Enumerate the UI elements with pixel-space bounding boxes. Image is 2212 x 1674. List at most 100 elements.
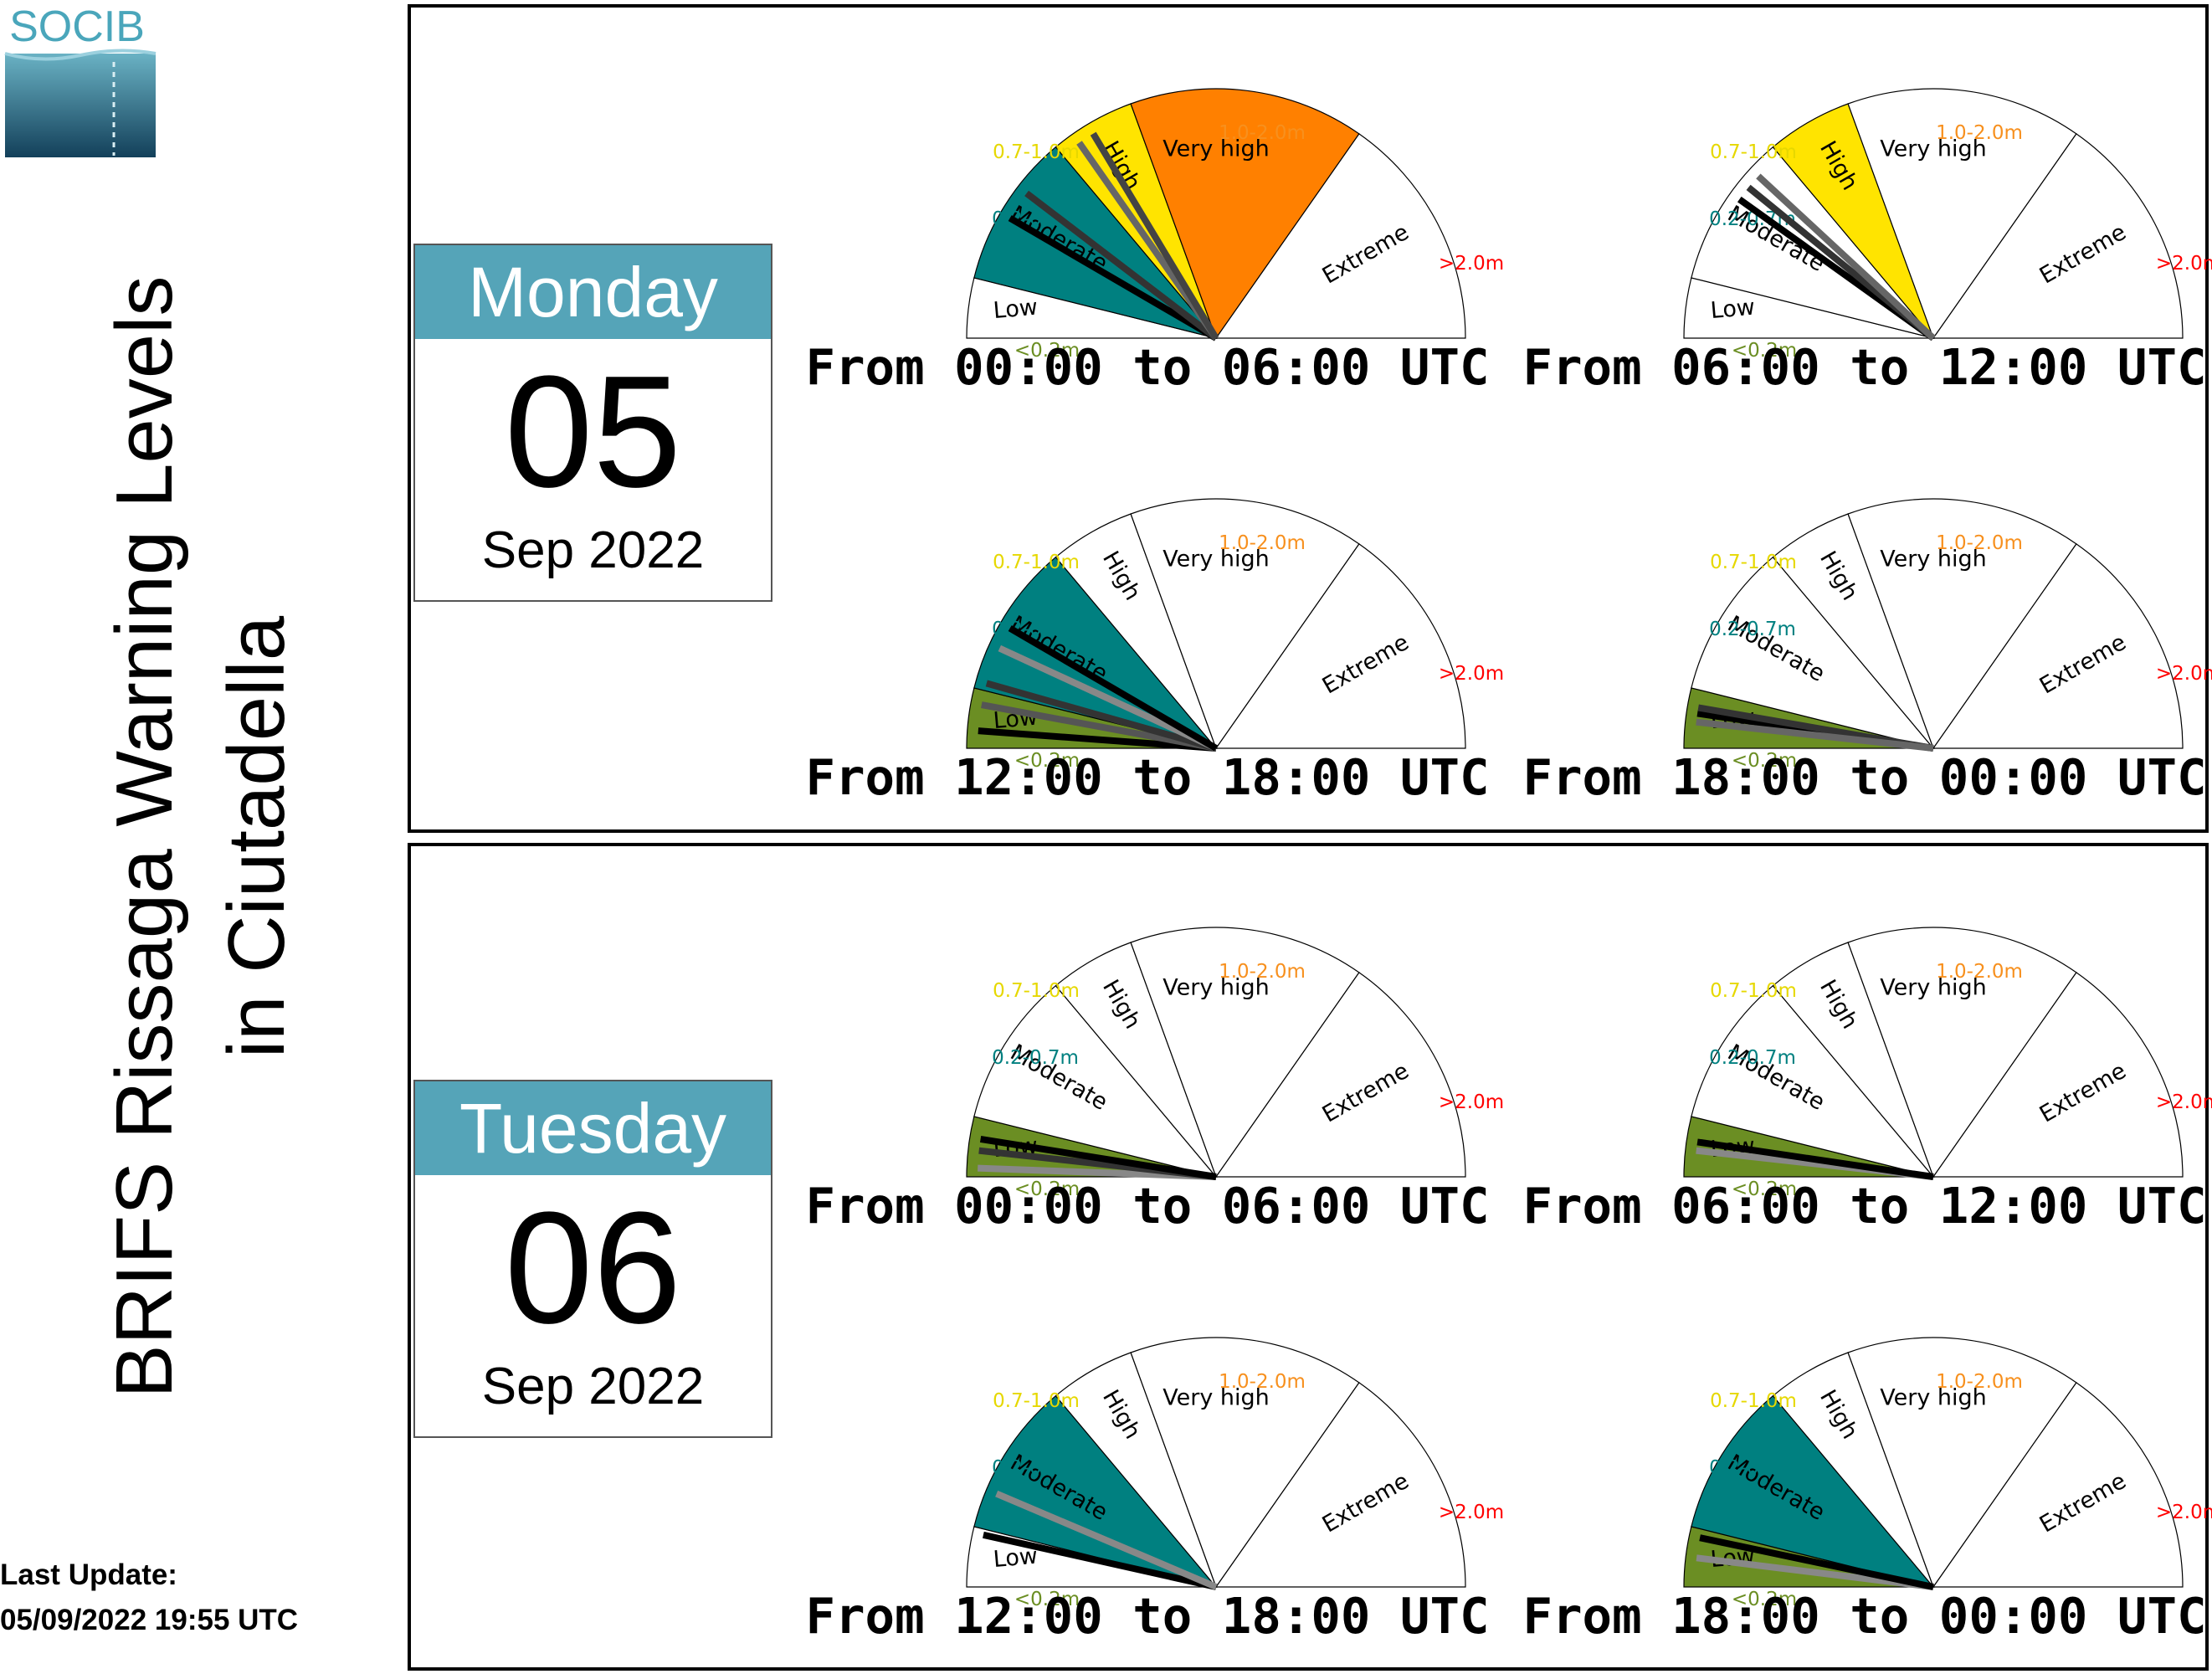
gauge-segment-extreme bbox=[1932, 972, 2184, 1178]
gauge-range-label: 0.7-1.0m bbox=[1710, 980, 1797, 1002]
gauge-range-label: <0.2m bbox=[1014, 1178, 1080, 1200]
gauge-needle bbox=[1008, 215, 1219, 341]
logo-text: SOCIB bbox=[9, 3, 145, 51]
gauge-range-label: <0.2m bbox=[1732, 1589, 1797, 1610]
month-year: Sep 2022 bbox=[481, 521, 705, 579]
gauge-level-label: Very high bbox=[1162, 136, 1270, 162]
gauge-needle bbox=[1756, 173, 1936, 341]
date-card: Monday 05 Sep 2022 bbox=[413, 244, 772, 602]
gauge-level-label: Very high bbox=[1162, 975, 1270, 1001]
gauge-range-label: 0.7-1.0m bbox=[993, 980, 1080, 1002]
period-label: From 18:00 to 00:00 UTC bbox=[1522, 748, 2207, 806]
gauge-range-label: >2.0m bbox=[2156, 1502, 2212, 1523]
gauge-range-label: >2.0m bbox=[2156, 253, 2212, 275]
period-label: From 06:00 to 12:00 UTC bbox=[1522, 338, 2207, 396]
gauge-range-label: <0.2m bbox=[1732, 340, 1797, 362]
page-title: BRIFS Rissaga Warning Levels in Ciutadel… bbox=[89, 251, 313, 1423]
gauge-range-label: 0.2-0.7m bbox=[992, 1457, 1079, 1479]
period-label: From 00:00 to 06:00 UTC bbox=[805, 1177, 1490, 1235]
gauge-segment-extreme bbox=[1214, 1382, 1466, 1588]
weekday-label: Tuesday bbox=[415, 1081, 771, 1175]
gauge-range-label: 0.2-0.7m bbox=[992, 1047, 1079, 1069]
gauge-segment-very-high bbox=[1130, 927, 1360, 1178]
gauge-needle bbox=[978, 727, 1217, 752]
gauge-range-label: >2.0m bbox=[1439, 663, 1504, 685]
gauge-needle bbox=[1699, 1534, 1934, 1590]
gauge-needle bbox=[983, 1531, 1217, 1590]
title-line-2: in Ciutadella bbox=[212, 615, 301, 1059]
gauge-range-label: 1.0-2.0m bbox=[1219, 122, 1306, 144]
gauge-range-label: 0.7-1.0m bbox=[1710, 141, 1797, 163]
gauge-range-label: 0.2-0.7m bbox=[1709, 1047, 1796, 1069]
gauge-segment-extreme bbox=[1214, 543, 1466, 749]
gauge-segment-very-high bbox=[1130, 88, 1360, 340]
gauge-segment-moderate bbox=[1691, 556, 1935, 750]
gauge-range-label: >2.0m bbox=[2156, 663, 2212, 685]
gauge-level-label: Very high bbox=[1880, 975, 1987, 1001]
gauge-range-label: 0.7-1.0m bbox=[993, 552, 1080, 573]
gauge-level-label: Very high bbox=[1880, 1385, 1987, 1411]
period-label: From 12:00 to 18:00 UTC bbox=[805, 748, 1490, 806]
date-card: Tuesday 06 Sep 2022 bbox=[413, 1080, 772, 1438]
gauge-range-label: 1.0-2.0m bbox=[1219, 1371, 1306, 1393]
gauge-level-label: Low bbox=[1709, 295, 1756, 325]
gauge-range-label: >2.0m bbox=[1439, 253, 1504, 275]
gauge-range-label: 1.0-2.0m bbox=[1936, 961, 2023, 983]
sidebar: SOCIB BRIFS Rissaga Warning Levels in Ci… bbox=[0, 0, 402, 1674]
gauge-segment-extreme bbox=[1932, 133, 2184, 339]
period-label: From 06:00 to 12:00 UTC bbox=[1522, 1177, 2207, 1235]
gauge-segment-moderate bbox=[1691, 1394, 1935, 1589]
gauge-range-label: 0.2-0.7m bbox=[992, 619, 1079, 640]
period-label: From 18:00 to 00:00 UTC bbox=[1522, 1587, 2207, 1645]
gauge-needle bbox=[1696, 1138, 1934, 1180]
socib-logo: SOCIB bbox=[0, 0, 167, 163]
day-number: 06 bbox=[504, 1179, 682, 1357]
day-panel-tuesday: Tuesday 06 Sep 2022 LowModerateHighVery … bbox=[408, 843, 2212, 1671]
last-update: Last Update: 05/09/2022 19:55 UTC bbox=[0, 1553, 298, 1643]
gauge-segment-moderate bbox=[973, 984, 1218, 1178]
gauge-range-label: >2.0m bbox=[2156, 1091, 2212, 1113]
gauge-needle bbox=[981, 701, 1217, 752]
month-year: Sep 2022 bbox=[481, 1358, 705, 1415]
gauge-range-label: 1.0-2.0m bbox=[1936, 532, 2023, 554]
gauge-needle bbox=[1024, 190, 1219, 341]
gauge-needle bbox=[1696, 1554, 1934, 1590]
day-panel-monday: Monday 05 Sep 2022 Low Moderate High Very h… bbox=[408, 4, 2212, 833]
last-update-label: Last Update: bbox=[0, 1558, 177, 1591]
gauge-range-label: <0.2m bbox=[1014, 750, 1080, 772]
gauge-needle bbox=[979, 1135, 1217, 1180]
gauge-range-label: 1.0-2.0m bbox=[1219, 961, 1306, 983]
title-line-1: BRIFS Rissaga Warning Levels bbox=[100, 275, 189, 1399]
gauge-segment-very-high bbox=[1130, 498, 1360, 750]
gauge-range-label: 0.7-1.0m bbox=[1710, 552, 1797, 573]
gauge-segment-very-high bbox=[1847, 88, 2077, 340]
gauge-segment-very-high bbox=[1847, 927, 2077, 1178]
gauge-segment-extreme bbox=[1214, 133, 1466, 339]
gauge-level-label: Low bbox=[992, 295, 1039, 325]
gauge-segment-moderate bbox=[1691, 984, 1935, 1178]
gauge-segment-very-high bbox=[1847, 1337, 2077, 1589]
gauge-segment-moderate bbox=[973, 556, 1218, 750]
gauge-segment-extreme bbox=[1932, 1382, 2184, 1588]
gauge-range-label: 0.7-1.0m bbox=[1710, 1390, 1797, 1412]
gauge-needle bbox=[1090, 131, 1219, 341]
gauge-range-label: >2.0m bbox=[1439, 1502, 1504, 1523]
gauge-segment-extreme bbox=[1214, 972, 1466, 1178]
gauge-segment-moderate bbox=[973, 1394, 1218, 1589]
gauge-range-label: >2.0m bbox=[1439, 1091, 1504, 1113]
gauge-segment-very-high bbox=[1130, 1337, 1360, 1589]
